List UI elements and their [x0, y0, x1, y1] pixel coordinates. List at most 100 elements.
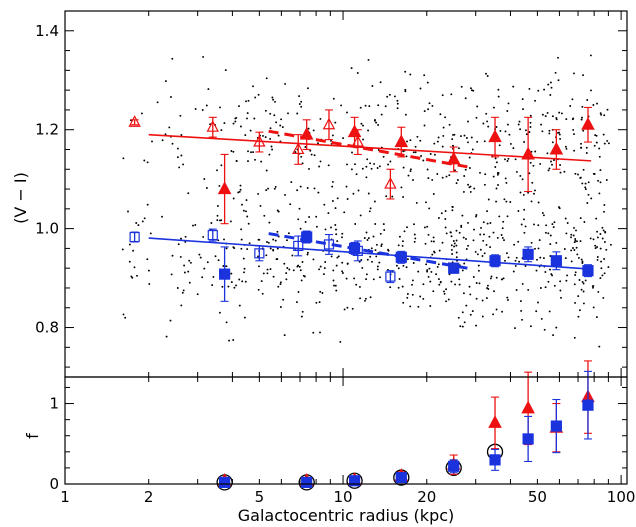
star-dot: [413, 233, 416, 236]
star-dot: [560, 296, 562, 299]
star-dot: [551, 223, 554, 226]
star-dot: [541, 113, 544, 116]
star-dot: [441, 94, 444, 97]
star-dot: [406, 296, 409, 299]
star-dot: [571, 98, 574, 101]
star-dot: [529, 114, 532, 117]
star-dot: [292, 269, 295, 272]
star-dot: [598, 147, 601, 150]
star-dot: [513, 243, 516, 246]
star-dot: [187, 270, 190, 273]
star-dot: [448, 273, 451, 276]
star-dot: [299, 227, 302, 230]
star-dot: [455, 229, 458, 232]
star-dot: [455, 244, 458, 247]
star-dot: [489, 246, 492, 249]
star-dot: [225, 321, 228, 324]
filled-triangle-marker: [521, 400, 535, 414]
top-plot-frame: [64, 10, 628, 378]
star-dot: [247, 222, 250, 225]
star-dot: [468, 285, 471, 288]
star-dot: [302, 274, 305, 277]
star-dot: [225, 247, 228, 250]
star-dot: [230, 281, 233, 284]
star-dot: [397, 286, 400, 289]
star-dot: [218, 184, 221, 187]
star-dot: [521, 98, 524, 101]
star-dot: [479, 171, 481, 174]
star-dot: [411, 279, 414, 282]
star-dot: [396, 102, 399, 105]
filled-square-marker: [348, 475, 361, 487]
star-dot: [558, 131, 560, 134]
star-dot: [260, 280, 263, 283]
star-dot: [365, 176, 368, 179]
star-dot: [220, 164, 223, 167]
star-dot: [557, 79, 560, 82]
star-dot: [520, 309, 523, 312]
x-tick-label: 20: [417, 488, 436, 506]
star-dot: [476, 105, 479, 108]
star-dot: [364, 297, 367, 300]
star-dot: [361, 266, 364, 269]
star-dot: [266, 241, 268, 243]
filled-square-marker: [395, 251, 407, 263]
star-dot: [414, 237, 417, 240]
star-dot: [298, 265, 301, 268]
star-dot: [547, 232, 550, 235]
star-dot: [572, 128, 575, 131]
star-dot: [269, 127, 272, 130]
star-dot: [420, 155, 423, 157]
filled-square-marker: [522, 433, 534, 445]
star-dot: [584, 188, 587, 191]
star-dot: [216, 219, 219, 222]
star-dot: [537, 247, 540, 250]
star-dot: [369, 207, 372, 210]
star-dot: [427, 108, 430, 111]
filled-square-marker: [550, 255, 562, 267]
star-dot: [581, 262, 584, 264]
star-dot: [274, 239, 277, 242]
star-dot: [341, 272, 344, 274]
star-dot: [473, 228, 475, 231]
star-dot: [280, 118, 283, 121]
star-dot: [296, 189, 299, 192]
star-dot: [489, 222, 492, 224]
filled-square-marker: [448, 262, 460, 274]
star-dot: [603, 204, 606, 206]
star-dot: [341, 261, 344, 264]
star-dot: [573, 241, 576, 244]
star-dot: [475, 215, 477, 218]
star-dot: [290, 181, 293, 184]
star-dot: [551, 274, 554, 277]
star-dot: [496, 236, 499, 239]
star-dot: [143, 159, 146, 162]
star-dot: [432, 236, 435, 239]
star-dot: [495, 200, 498, 203]
star-dot: [533, 223, 535, 226]
star-dot: [573, 133, 575, 136]
star-dot: [452, 240, 455, 242]
star-dot: [507, 157, 510, 160]
star-dot: [506, 123, 509, 126]
star-dot: [603, 258, 606, 260]
star-dot: [435, 273, 438, 276]
star-dot: [315, 225, 318, 228]
star-dot: [498, 144, 501, 147]
star-dot: [312, 129, 315, 132]
filled-triangle-marker: [394, 134, 409, 148]
star-dot: [268, 153, 271, 156]
star-dot: [431, 178, 434, 181]
star-dot: [503, 198, 506, 201]
star-dot: [203, 178, 206, 180]
star-dot: [247, 160, 249, 163]
star-dot: [437, 217, 440, 219]
star-dot: [453, 133, 456, 136]
star-dot: [471, 148, 474, 151]
top-panel: 0.8 1.0 1.2 1.4 (V − I): [11, 10, 628, 378]
star-dot: [500, 234, 503, 236]
star-dot: [581, 182, 584, 185]
star-dot: [534, 150, 537, 153]
star-dot: [131, 276, 134, 279]
filled-triangle-marker: [521, 146, 535, 160]
